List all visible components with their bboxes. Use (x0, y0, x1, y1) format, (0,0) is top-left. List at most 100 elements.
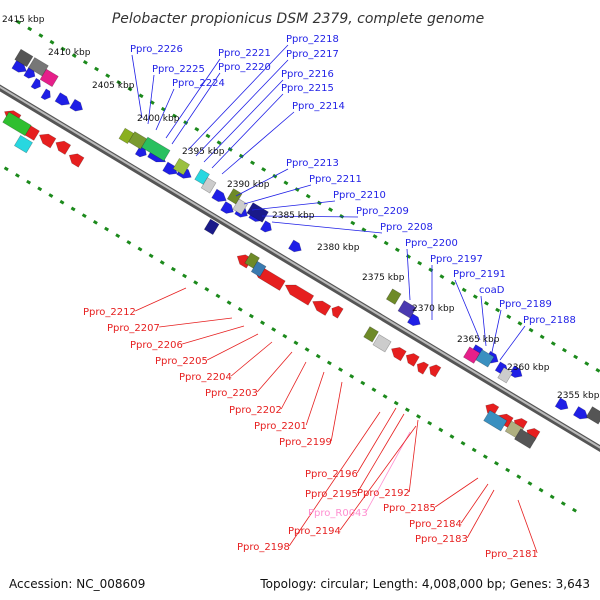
tick-mark (573, 354, 579, 360)
reverse-label-leader (230, 341, 273, 377)
tick-mark (126, 240, 132, 245)
feature-block (128, 131, 148, 150)
forward-gene-label: coaD (479, 285, 505, 296)
tick-mark (137, 246, 143, 252)
forward-gene-label: Ppro_2217 (286, 49, 339, 60)
feature-block (585, 406, 600, 425)
feature-block (13, 134, 33, 154)
tick-mark (71, 53, 77, 58)
tick-mark (350, 220, 356, 226)
tick-mark (48, 193, 54, 198)
tick-mark (193, 280, 199, 285)
tick-mark (261, 167, 267, 172)
forward-label-leader (203, 79, 284, 163)
tick-mark (305, 193, 311, 199)
reverse-gene-label: Ppro_2195 (305, 489, 358, 500)
forward-label-leader (271, 221, 383, 234)
reverse-label-leader (159, 317, 233, 328)
feature-block (14, 48, 34, 68)
tick-mark (427, 420, 433, 426)
feature-block (246, 202, 269, 223)
label-leader-lines (131, 44, 538, 554)
reverse-label-leader (408, 419, 419, 493)
feature-block (194, 168, 210, 185)
tick-mark (3, 166, 9, 172)
reverse-gene-label: Ppro_2204 (179, 372, 232, 383)
forward-gene-label: Ppro_2225 (152, 64, 205, 75)
reverse-label-leader (339, 425, 417, 531)
forward-gene-label: Ppro_2211 (309, 174, 362, 185)
reverse-gene (331, 305, 344, 319)
reverse-gene-label: Ppro_2207 (107, 323, 160, 334)
kbp-label: 2375 kbp (362, 273, 405, 283)
tick-mark (283, 180, 289, 186)
reverse-gene-label: Ppro_2196 (305, 469, 358, 480)
forward-label-leader (499, 325, 526, 361)
kbp-label: 2355 kbp (557, 391, 600, 401)
reverse-label-leader (466, 489, 495, 539)
feature-block (232, 198, 248, 215)
forward-gene-label: Ppro_2220 (218, 62, 271, 73)
tick-mark (326, 360, 332, 366)
feature-block (28, 57, 49, 77)
kbp-label: 2385 kbp (272, 211, 315, 221)
kbp-label: 2390 kbp (227, 180, 270, 190)
tick-mark (37, 186, 43, 192)
reverse-gene-label: Ppro_2181 (485, 549, 538, 560)
forward-gene (211, 188, 227, 202)
tick-mark (271, 327, 277, 332)
forward-gene-label: Ppro_2208 (380, 222, 433, 233)
tick-mark (116, 80, 122, 85)
reverse-label-leader (356, 407, 397, 474)
forward-label-leader (454, 279, 481, 341)
feature-block (250, 260, 267, 278)
tick-mark (104, 226, 110, 232)
tick-mark (60, 46, 66, 52)
reverse-gene (68, 153, 85, 168)
reverse-label-leader (256, 351, 293, 393)
kbp-label: 2405 kbp (92, 81, 135, 91)
tick-mark (571, 507, 577, 513)
kbp-label: 2395 kbp (182, 147, 225, 157)
accession-text: Accession: NC_008609 (9, 577, 146, 591)
reverse-label-leader (280, 361, 307, 410)
feature-block (483, 409, 508, 432)
forward-gene (407, 313, 421, 327)
tick-mark (371, 387, 377, 393)
tick-mark (105, 73, 111, 79)
reverse-gene (284, 284, 315, 306)
forward-label-leader (235, 168, 289, 197)
kbp-label: 2400 kbp (137, 114, 180, 124)
tick-mark (27, 26, 33, 32)
forward-label-leader (171, 72, 221, 145)
tick-mark (16, 19, 22, 25)
reverse-gene (416, 361, 429, 375)
tick-mark (159, 260, 165, 265)
map-title: Pelobacter propionicus DSM 2379, complet… (112, 11, 484, 27)
tick-mark (584, 361, 590, 366)
tick-mark (494, 461, 499, 466)
tick-mark (148, 253, 154, 259)
forward-label-leader (491, 309, 502, 353)
tick-mark (461, 287, 467, 293)
tick-mark (561, 347, 567, 353)
reverse-gene (55, 140, 72, 155)
tick-mark (94, 66, 100, 72)
reverse-gene-label: Ppro_2194 (288, 526, 341, 537)
forward-label-leader (480, 295, 487, 347)
backbone-highlight (0, 85, 600, 449)
tick-mark (282, 333, 288, 339)
reverse-gene (391, 347, 407, 362)
forward-label-leader (243, 184, 312, 205)
tick-mark (538, 487, 544, 493)
forward-label-leader (165, 58, 221, 139)
reverse-label-leader (330, 381, 343, 442)
forward-gene-label: Ppro_2224 (172, 78, 225, 89)
tick-mark (338, 367, 344, 372)
tick-mark (416, 414, 421, 419)
kbp-label: 2415 kbp (2, 15, 45, 25)
tick-mark (528, 327, 534, 333)
reverse-label-leader (517, 499, 538, 554)
forward-gene (259, 220, 272, 233)
